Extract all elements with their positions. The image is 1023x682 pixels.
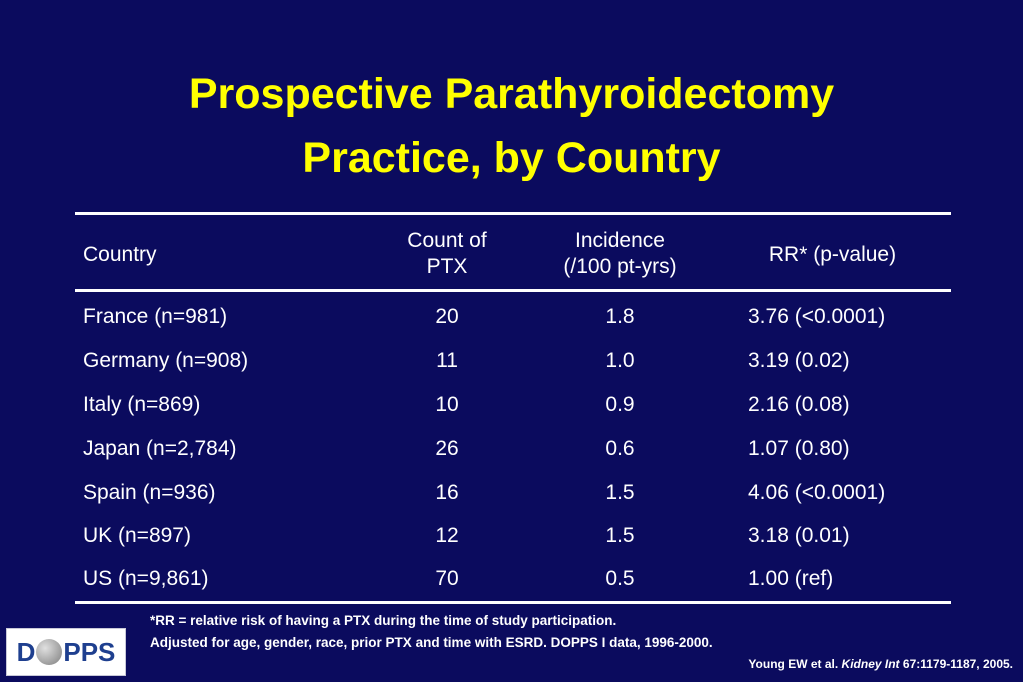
table-header-rule bbox=[75, 289, 951, 292]
citation-journal: Kidney Int bbox=[841, 657, 900, 671]
cell-rr: 3.76 (<0.0001) bbox=[748, 305, 886, 328]
cell-country: Spain (n=936) bbox=[83, 481, 216, 504]
header-incidence: Incidence (/100 pt-yrs) bbox=[530, 228, 710, 280]
cell-incidence: 1.0 bbox=[605, 349, 635, 372]
title-line-2: Practice, by Country bbox=[302, 134, 721, 182]
cell-incidence: 0.5 bbox=[605, 567, 635, 590]
cell-country: Italy (n=869) bbox=[83, 393, 201, 416]
header-incidence-line-1: Incidence bbox=[575, 229, 665, 252]
cell-rr: 1.07 (0.80) bbox=[748, 437, 850, 460]
table-bottom-rule bbox=[75, 601, 951, 604]
header-count-line-2: PTX bbox=[426, 255, 468, 278]
citation-details: 67:1179-1187, 2005. bbox=[899, 657, 1013, 671]
cell-rr: 3.18 (0.01) bbox=[748, 524, 850, 547]
slide-title: Prospective Parathyroidectomy Practice, … bbox=[0, 62, 1023, 190]
cell-count: 12 bbox=[435, 524, 459, 547]
cell-rr: 4.06 (<0.0001) bbox=[748, 481, 886, 504]
table-top-rule bbox=[75, 212, 951, 215]
header-incidence-line-2: (/100 pt-yrs) bbox=[563, 255, 677, 278]
logo-text-left: D bbox=[16, 636, 36, 667]
cell-rr: 3.19 (0.02) bbox=[748, 349, 850, 372]
cell-incidence: 0.9 bbox=[605, 393, 635, 416]
cell-country: Germany (n=908) bbox=[83, 349, 249, 372]
cell-incidence: 1.5 bbox=[605, 524, 635, 547]
citation: Young EW et al. Kidney Int 67:1179-1187,… bbox=[748, 656, 1013, 672]
header-country: Country bbox=[83, 243, 157, 266]
cell-country: France (n=981) bbox=[83, 305, 228, 328]
cell-count: 16 bbox=[435, 481, 459, 504]
citation-authors: Young EW et al. bbox=[748, 657, 842, 671]
globe-icon bbox=[36, 639, 63, 665]
cell-incidence: 0.6 bbox=[605, 437, 635, 460]
cell-count: 26 bbox=[435, 437, 459, 460]
cell-country: UK (n=897) bbox=[83, 524, 191, 547]
header-rr: RR* (p-value) bbox=[768, 243, 897, 266]
footnote-line-1: *RR = relative risk of having a PTX duri… bbox=[150, 613, 617, 628]
cell-rr: 1.00 (ref) bbox=[748, 567, 834, 590]
header-count-line-1: Count of bbox=[407, 229, 487, 252]
cell-country: US (n=9,861) bbox=[83, 567, 209, 590]
cell-incidence: 1.8 bbox=[605, 305, 635, 328]
header-count: Count of PTX bbox=[372, 228, 522, 280]
footnote-line-2: Adjusted for age, gender, race, prior PT… bbox=[150, 635, 713, 650]
cell-count: 10 bbox=[435, 393, 459, 416]
cell-count: 20 bbox=[435, 305, 459, 328]
cell-count: 70 bbox=[435, 567, 459, 590]
cell-country: Japan (n=2,784) bbox=[83, 437, 237, 460]
dopps-logo: D PPS bbox=[6, 628, 126, 676]
cell-rr: 2.16 (0.08) bbox=[748, 393, 850, 416]
title-line-1: Prospective Parathyroidectomy bbox=[188, 70, 835, 118]
cell-incidence: 1.5 bbox=[605, 481, 635, 504]
logo-text-right: PPS bbox=[63, 636, 116, 667]
cell-count: 11 bbox=[436, 349, 458, 372]
